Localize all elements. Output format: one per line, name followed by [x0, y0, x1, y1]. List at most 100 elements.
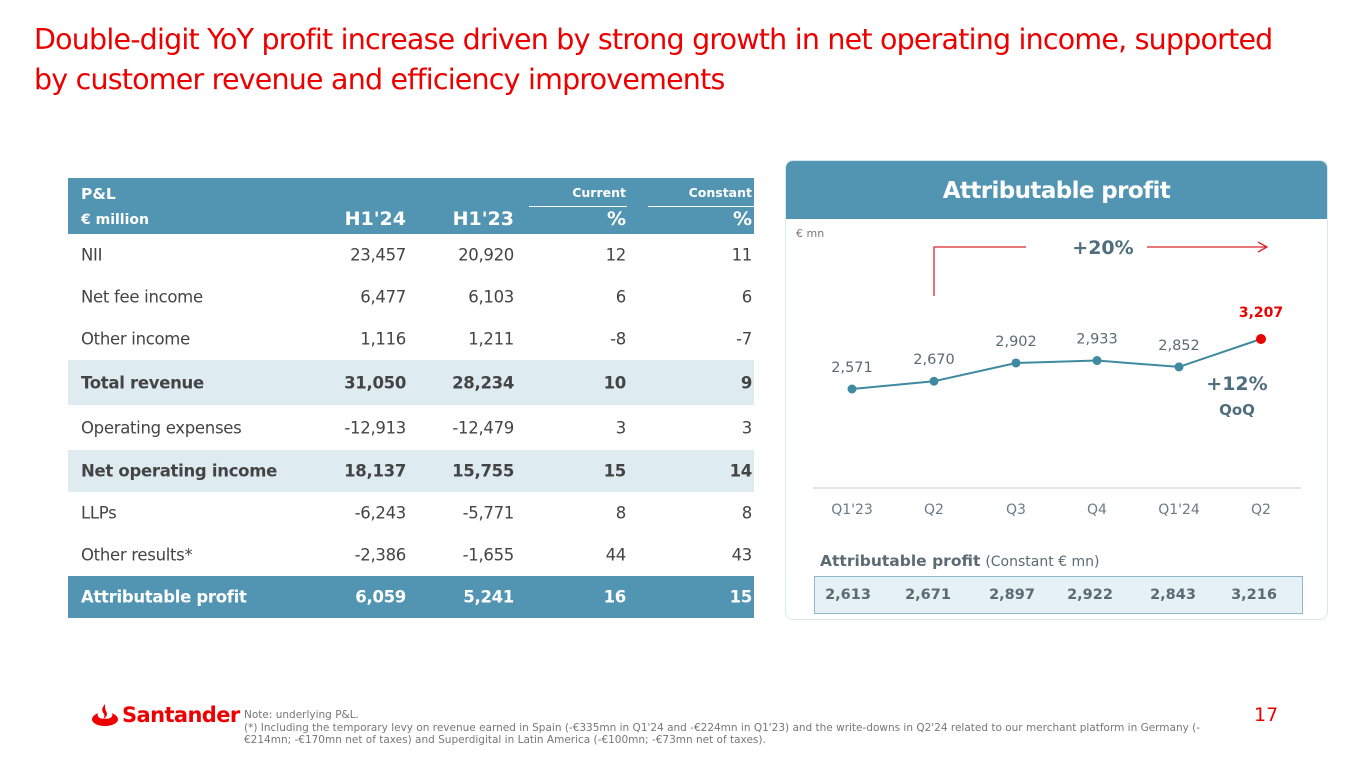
constant-value: 2,671 — [905, 587, 951, 603]
yoy-growth-label: +20% — [1072, 237, 1133, 259]
value-h124: -6,243 — [354, 503, 407, 523]
constant-label-bold: Attributable profit — [820, 552, 981, 570]
value-h123: -5,771 — [462, 503, 515, 523]
data-label: 2,902 — [995, 334, 1037, 350]
profit-line-chart: +20% 2,571 2,670 2,902 2,933 2,852 3,207 +12% Qo… — [813, 237, 1301, 518]
table-row: Attributable profit 6,059 5,241 16 15 — [68, 576, 754, 618]
footnote: Note: underlying P&L. (*) Including the … — [244, 709, 1234, 747]
header-h123: H1'23 — [452, 208, 514, 230]
table-row: Operating expenses -12,913 -12,479 3 3 — [68, 405, 754, 450]
value-h124: 18,137 — [344, 461, 406, 481]
value-constant-pct: 8 — [741, 503, 753, 523]
value-h123: 28,234 — [452, 373, 514, 392]
value-h124: 31,050 — [344, 373, 406, 392]
row-label: Attributable profit — [81, 587, 247, 607]
header-divider-current — [529, 206, 627, 207]
data-label: 2,571 — [831, 360, 873, 376]
footnote-line-1: Note: underlying P&L. — [244, 709, 359, 721]
value-current-pct: 12 — [605, 245, 627, 265]
value-constant-pct: 43 — [731, 545, 753, 565]
pl-table: P&L € million H1'24 H1'23 Current % Cons… — [68, 178, 754, 618]
table-row: Total revenue 31,050 28,234 10 9 — [68, 360, 754, 405]
constant-label-unit: (Constant € mn) — [985, 554, 1100, 570]
row-label: LLPs — [81, 503, 117, 523]
value-current-pct: -8 — [610, 329, 626, 349]
header-divider-constant — [648, 206, 754, 207]
data-point — [1011, 358, 1021, 368]
series-line — [851, 338, 1262, 390]
yoy-bracket-line — [933, 246, 1026, 296]
value-current-pct: 8 — [615, 503, 627, 523]
header-current: Current — [572, 185, 626, 200]
x-tick-label: Q2 — [924, 502, 944, 518]
constant-value: 3,216 — [1231, 587, 1277, 603]
flame-icon — [92, 704, 118, 726]
value-constant-pct: 3 — [741, 418, 753, 437]
header-current-pct: % — [606, 208, 626, 230]
value-h123: -1,655 — [462, 545, 515, 565]
footnote-line-2: (*) Including the temporary levy on reve… — [244, 721, 1201, 747]
value-current-pct: 6 — [615, 287, 627, 307]
table-row: Other results* -2,386 -1,655 44 43 — [68, 534, 754, 576]
table-row: Net operating income 18,137 15,755 15 14 — [68, 450, 754, 492]
brand-name: Santander — [122, 703, 240, 727]
header-constant: Constant — [688, 185, 752, 200]
value-h124: -2,386 — [354, 545, 407, 565]
header-h124: H1'24 — [344, 208, 406, 230]
value-h123: -12,479 — [452, 418, 514, 437]
x-tick-label: Q1'24 — [1158, 502, 1200, 518]
row-label: Net fee income — [81, 287, 203, 307]
row-label: Other income — [81, 329, 190, 349]
value-h124: 23,457 — [350, 245, 406, 265]
value-constant-pct: 11 — [731, 245, 753, 265]
table-header: P&L € million H1'24 H1'23 Current % Cons… — [68, 178, 754, 234]
constant-value: 2,922 — [1067, 587, 1113, 603]
table-row: Net fee income 6,477 6,103 6 6 — [68, 276, 754, 318]
value-h123: 1,211 — [468, 329, 514, 349]
constant-value: 2,897 — [989, 587, 1035, 603]
header-unit-label: € million — [81, 212, 149, 228]
yoy-arrow-head — [1257, 241, 1269, 253]
value-h124: 6,477 — [360, 287, 406, 307]
value-h123: 15,755 — [452, 461, 514, 481]
page-number: 17 — [1254, 704, 1279, 726]
data-label: 2,852 — [1158, 338, 1200, 354]
data-label: 2,933 — [1076, 332, 1118, 348]
value-current-pct: 3 — [615, 418, 627, 437]
value-constant-pct: 6 — [741, 287, 753, 307]
data-point — [929, 376, 939, 386]
data-label: 3,207 — [1239, 305, 1283, 321]
row-label: Net operating income — [81, 461, 277, 481]
value-h123: 5,241 — [463, 587, 514, 607]
value-h124: 6,059 — [355, 587, 406, 607]
value-h123: 20,920 — [458, 245, 514, 265]
value-current-pct: 10 — [603, 373, 627, 392]
value-constant-pct: 14 — [729, 461, 753, 481]
value-h123: 6,103 — [468, 287, 514, 307]
value-constant-pct: -7 — [736, 329, 752, 349]
x-tick-label: Q3 — [1006, 502, 1026, 518]
row-label: Operating expenses — [81, 418, 242, 437]
constant-label: Attributable profit (Constant € mn) — [820, 552, 1100, 570]
table-row: NII 23,457 20,920 12 11 — [68, 234, 754, 276]
panel-title: Attributable profit — [786, 161, 1327, 219]
qoq-growth-label: +12% — [1206, 373, 1267, 395]
constant-value: 2,613 — [825, 587, 871, 603]
constant-value: 2,843 — [1150, 587, 1196, 603]
value-constant-pct: 15 — [729, 587, 753, 607]
table-row: Other income 1,116 1,211 -8 -7 — [68, 318, 754, 360]
santander-logo: Santander — [92, 703, 240, 727]
data-point — [1092, 356, 1102, 366]
x-tick-label: Q2 — [1251, 502, 1271, 518]
x-tick-label: Q4 — [1087, 502, 1107, 518]
value-current-pct: 16 — [603, 587, 627, 607]
row-label: Other results* — [81, 545, 193, 565]
qoq-sub-label: QoQ — [1219, 401, 1255, 419]
data-label: 2,670 — [913, 352, 955, 368]
slide-title: Double-digit YoY profit increase driven … — [34, 23, 1273, 96]
header-pl-label: P&L — [81, 185, 116, 203]
value-current-pct: 15 — [603, 461, 627, 481]
row-label: Total revenue — [81, 373, 204, 392]
value-h124: 1,116 — [360, 329, 406, 349]
constant-values-box: 2,613 2,671 2,897 2,922 2,843 3,216 — [814, 576, 1303, 614]
